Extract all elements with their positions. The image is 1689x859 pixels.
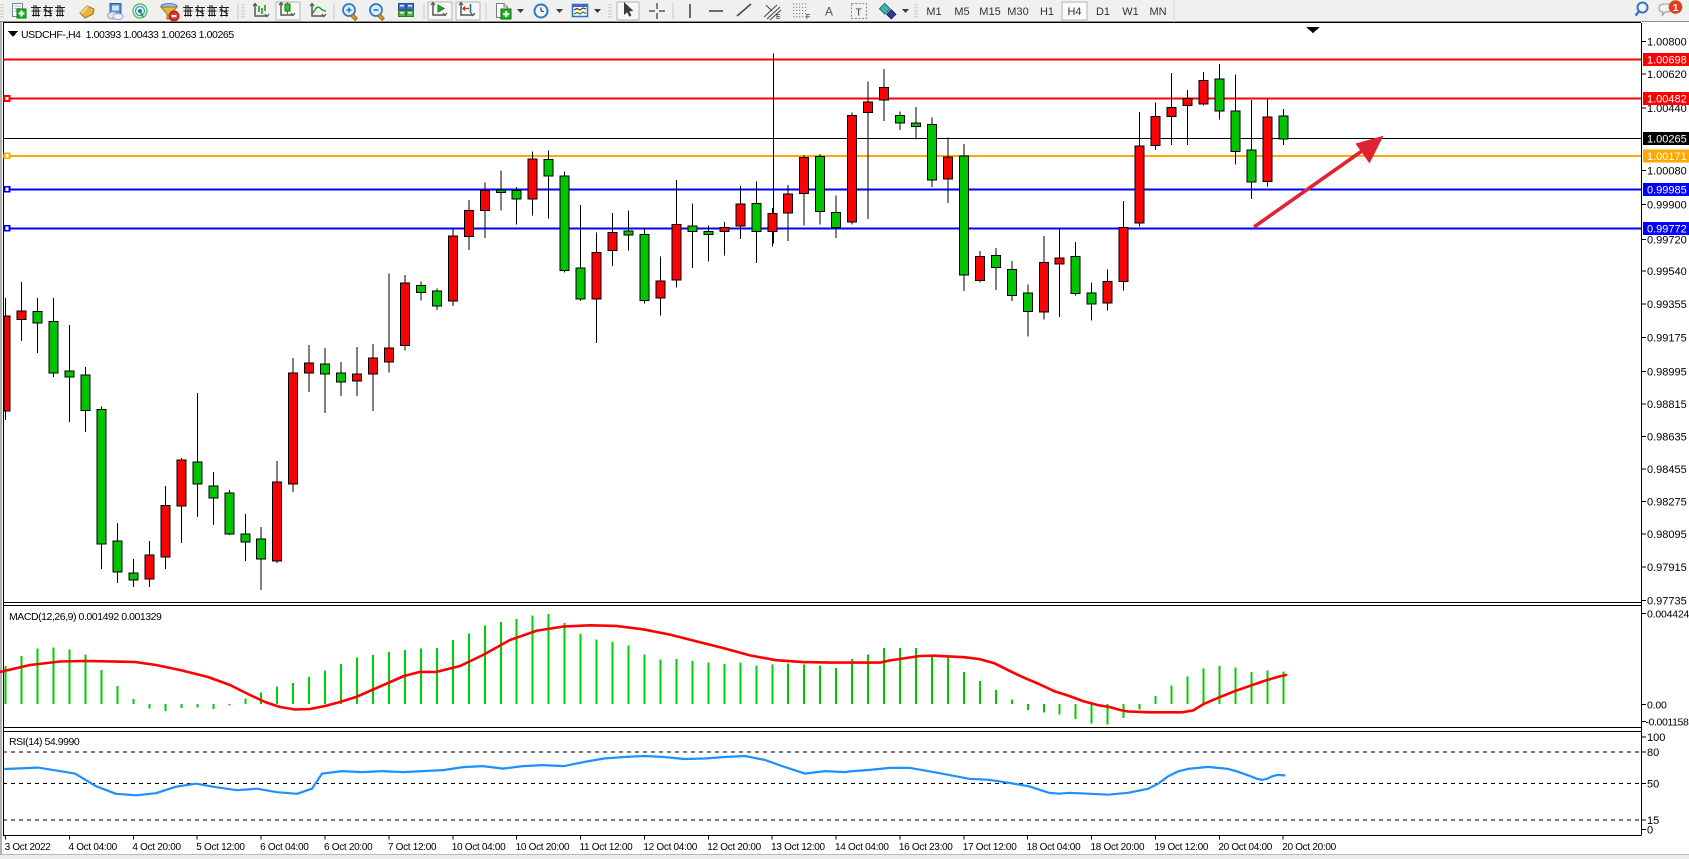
svg-text:0: 0 <box>1647 825 1653 837</box>
svg-text:17 Oct 12:00: 17 Oct 12:00 <box>963 842 1017 853</box>
svg-text:80: 80 <box>1647 747 1659 759</box>
svg-text:0.98095: 0.98095 <box>1647 529 1687 541</box>
svg-text:A: A <box>825 5 833 19</box>
svg-text:M1: M1 <box>926 6 941 18</box>
svg-text:5 Oct 12:00: 5 Oct 12:00 <box>196 842 245 853</box>
svg-text:1.00482: 1.00482 <box>1647 94 1687 106</box>
svg-text:0.98275: 0.98275 <box>1647 497 1687 509</box>
svg-text:M30: M30 <box>1007 6 1028 18</box>
svg-text:1.00800: 1.00800 <box>1647 37 1687 49</box>
svg-text:100: 100 <box>1647 732 1665 744</box>
svg-text:1.00440: 1.00440 <box>1647 103 1687 115</box>
svg-text:1.00620: 1.00620 <box>1647 69 1687 81</box>
svg-text:RSI(14) 54.9990: RSI(14) 54.9990 <box>9 736 80 748</box>
svg-text:1: 1 <box>1673 2 1679 14</box>
svg-text:18 Oct 20:00: 18 Oct 20:00 <box>1091 842 1145 853</box>
svg-text:16 Oct 23:00: 16 Oct 23:00 <box>899 842 953 853</box>
svg-text:4 Oct 04:00: 4 Oct 04:00 <box>68 842 117 853</box>
svg-text:-0.001158: -0.001158 <box>1646 717 1689 729</box>
svg-text:6 Oct 04:00: 6 Oct 04:00 <box>260 842 309 853</box>
svg-text:T: T <box>856 8 862 19</box>
svg-text:0.97915: 0.97915 <box>1647 562 1687 574</box>
svg-text:20 Oct 20:00: 20 Oct 20:00 <box>1282 842 1336 853</box>
svg-text:4 Oct 20:00: 4 Oct 20:00 <box>132 842 181 853</box>
svg-text:0.99540: 0.99540 <box>1647 266 1687 278</box>
svg-text:3 Oct 2022: 3 Oct 2022 <box>5 842 52 853</box>
svg-text:0.98635: 0.98635 <box>1647 432 1687 444</box>
svg-text:H1: H1 <box>1040 6 1054 18</box>
svg-text:0.99772: 0.99772 <box>1647 223 1687 235</box>
svg-text:E: E <box>776 14 781 21</box>
svg-text:0.98455: 0.98455 <box>1647 464 1687 476</box>
svg-text:1.00171: 1.00171 <box>1647 151 1687 163</box>
svg-text:MACD(12,26,9) 0.001492 0.00132: MACD(12,26,9) 0.001492 0.001329 <box>9 611 162 623</box>
svg-text:7 Oct 12:00: 7 Oct 12:00 <box>388 842 437 853</box>
svg-text:0.99355: 0.99355 <box>1647 299 1687 311</box>
svg-text:50: 50 <box>1647 779 1659 791</box>
svg-text:0.99175: 0.99175 <box>1647 332 1687 344</box>
svg-text:20 Oct 04:00: 20 Oct 04:00 <box>1218 842 1272 853</box>
svg-text:MN: MN <box>1149 6 1166 18</box>
svg-text:6 Oct 20:00: 6 Oct 20:00 <box>324 842 373 853</box>
svg-text:1.00265: 1.00265 <box>1647 134 1687 146</box>
svg-text:W1: W1 <box>1122 6 1139 18</box>
svg-text:18 Oct 04:00: 18 Oct 04:00 <box>1027 842 1081 853</box>
svg-text:10 Oct 04:00: 10 Oct 04:00 <box>452 842 506 853</box>
svg-text:12 Oct 04:00: 12 Oct 04:00 <box>643 842 697 853</box>
svg-text:0.99985: 0.99985 <box>1647 184 1687 196</box>
svg-text:M15: M15 <box>979 6 1000 18</box>
svg-text:D1: D1 <box>1096 6 1110 18</box>
svg-text:1.00698: 1.00698 <box>1647 55 1687 67</box>
svg-text:M5: M5 <box>954 6 969 18</box>
svg-text:F: F <box>806 14 810 21</box>
svg-text:H4: H4 <box>1067 6 1081 18</box>
svg-text:0.00: 0.00 <box>1647 699 1667 711</box>
svg-text:USDCHF-,H4 1.00393 1.00433 1.: USDCHF-,H4 1.00393 1.00433 1.00263 1.002… <box>21 29 234 41</box>
svg-text:1.00080: 1.00080 <box>1647 166 1687 178</box>
svg-text:19 Oct 12:00: 19 Oct 12:00 <box>1154 842 1208 853</box>
svg-text:10 Oct 20:00: 10 Oct 20:00 <box>516 842 570 853</box>
svg-text:13 Oct 12:00: 13 Oct 12:00 <box>771 842 825 853</box>
svg-text:0.97735: 0.97735 <box>1647 596 1687 608</box>
svg-text:11 Oct 12:00: 11 Oct 12:00 <box>580 842 634 853</box>
svg-text:0.99720: 0.99720 <box>1647 235 1687 247</box>
svg-text:0.004424: 0.004424 <box>1647 609 1689 621</box>
svg-text:12 Oct 20:00: 12 Oct 20:00 <box>707 842 761 853</box>
svg-text:0.98815: 0.98815 <box>1647 399 1687 411</box>
svg-text:15: 15 <box>1647 815 1659 827</box>
svg-text:0.98995: 0.98995 <box>1647 366 1687 378</box>
svg-text:14 Oct 04:00: 14 Oct 04:00 <box>835 842 889 853</box>
svg-text:0.99900: 0.99900 <box>1647 200 1687 212</box>
